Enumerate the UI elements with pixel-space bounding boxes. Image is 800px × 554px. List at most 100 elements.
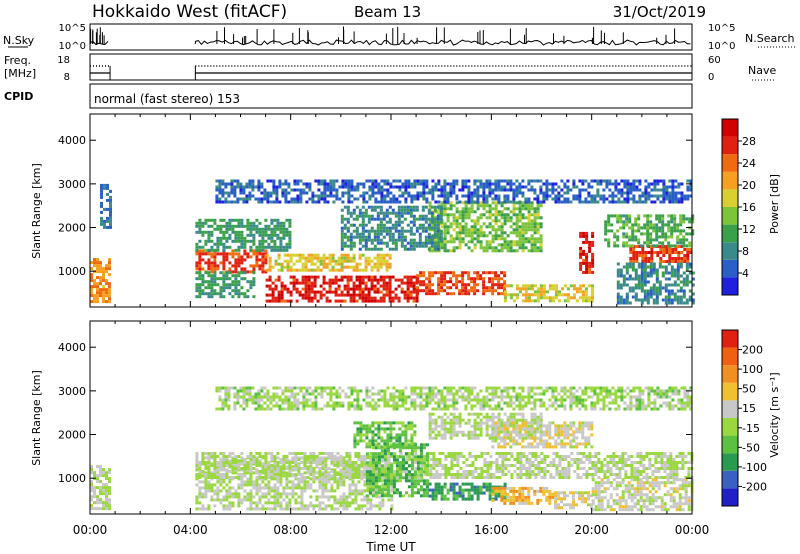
heatmap-cell [287, 191, 291, 195]
heatmap-cell [634, 295, 638, 299]
heatmap-cell [527, 213, 531, 217]
heatmap-cell [249, 470, 253, 473]
heatmap-cell [679, 286, 683, 290]
heatmap-cell [373, 284, 377, 288]
heatmap-cell [533, 290, 537, 294]
heatmap-cell [222, 507, 226, 511]
heatmap-cell [222, 224, 226, 228]
heatmap-cell [631, 232, 635, 236]
heatmap-cell [491, 182, 495, 186]
heatmap-cell [662, 260, 666, 263]
heatmap-cell [665, 188, 669, 192]
heatmap-cell [479, 204, 483, 208]
heatmap-cell [500, 237, 504, 241]
heatmap-cell [468, 455, 472, 458]
heatmap-cell [407, 185, 411, 189]
heatmap-cell [303, 476, 307, 479]
heatmap-cell [215, 188, 219, 192]
heatmap-cell [419, 179, 423, 183]
heatmap-cell [436, 247, 440, 251]
heatmap-cell [102, 300, 105, 304]
heatmap-cell [334, 278, 338, 282]
heatmap-cell [279, 230, 283, 234]
nave-label: Nave [748, 64, 776, 77]
heatmap-cell [246, 255, 250, 259]
heatmap-cell [228, 227, 232, 231]
heatmap-cell [420, 470, 424, 473]
heatmap-cell [406, 241, 410, 245]
heatmap-cell [527, 222, 531, 226]
heatmap-cell [242, 197, 246, 201]
heatmap-cell [421, 241, 425, 245]
heatmap-cell [640, 265, 644, 269]
heatmap-cell [656, 194, 660, 198]
heatmap-cell [375, 470, 379, 473]
heatmap-cell [412, 205, 416, 209]
heatmap-cell [667, 262, 671, 266]
heatmap-cell [293, 188, 297, 192]
heatmap-cell [348, 486, 352, 490]
heatmap-cell [661, 244, 665, 248]
heatmap-cell [334, 262, 338, 266]
heatmap-cell [467, 289, 471, 293]
heatmap-cell [676, 229, 680, 233]
heatmap-cell [379, 262, 383, 266]
heatmap-cell [257, 197, 261, 201]
heatmap-cell [364, 211, 368, 215]
heatmap-cell [314, 194, 318, 198]
heatmap-cell [225, 227, 229, 231]
heatmap-cell [397, 299, 401, 303]
heatmap-cell [337, 256, 341, 260]
heatmap-cell [548, 188, 552, 192]
heatmap-cell [297, 495, 301, 499]
heatmap-cell [330, 489, 334, 493]
heatmap-cell [261, 233, 265, 237]
heatmap-cell [462, 470, 466, 473]
heatmap-cell [295, 287, 299, 291]
heatmap-cell [198, 470, 202, 473]
heatmap-cell [434, 210, 438, 214]
heatmap-cell [258, 252, 262, 256]
heatmap-cell [300, 498, 304, 502]
heatmap-cell [105, 288, 108, 292]
heatmap-cell [638, 251, 642, 254]
heatmap-cell [581, 299, 585, 303]
heatmap-cell [676, 262, 680, 266]
heatmap-cell [628, 238, 632, 242]
heatmap-cell [273, 230, 277, 234]
heatmap-cell [446, 292, 450, 296]
heatmap-cell [468, 452, 472, 455]
heatmap-cell [324, 480, 328, 484]
heatmap-cell [419, 191, 423, 195]
heatmap-cell [676, 277, 680, 281]
heatmap-cell [201, 245, 205, 249]
heatmap-cell [676, 265, 680, 269]
heatmap-cell [315, 489, 319, 493]
heatmap-cell [279, 242, 283, 246]
heatmap-cell [323, 194, 327, 198]
heatmap-cell [635, 200, 639, 204]
heatmap-cell [301, 296, 305, 300]
heatmap-cell [234, 286, 238, 290]
heatmap-cell [677, 251, 681, 254]
heatmap-cell [668, 197, 672, 201]
heatmap-cell [440, 243, 444, 247]
heatmap-cell [264, 462, 268, 466]
heatmap-cell [667, 229, 671, 233]
heatmap-cell [316, 256, 320, 260]
heatmap-cell [327, 476, 331, 479]
heatmap-cell [373, 238, 377, 242]
heatmap-cell [611, 194, 615, 198]
heatmap-cell [228, 489, 232, 493]
heatmap-cell [292, 278, 296, 282]
heatmap-cell [434, 237, 438, 241]
heatmap-cell [318, 477, 322, 481]
heatmap-cell [366, 464, 370, 467]
heatmap-cell [638, 188, 642, 192]
heatmap-cell [278, 200, 282, 204]
heatmap-cell [303, 471, 307, 475]
heatmap-cell [635, 251, 639, 254]
heatmap-cell [285, 458, 289, 461]
heatmap-cell [307, 287, 311, 291]
heatmap-cell [343, 232, 347, 236]
